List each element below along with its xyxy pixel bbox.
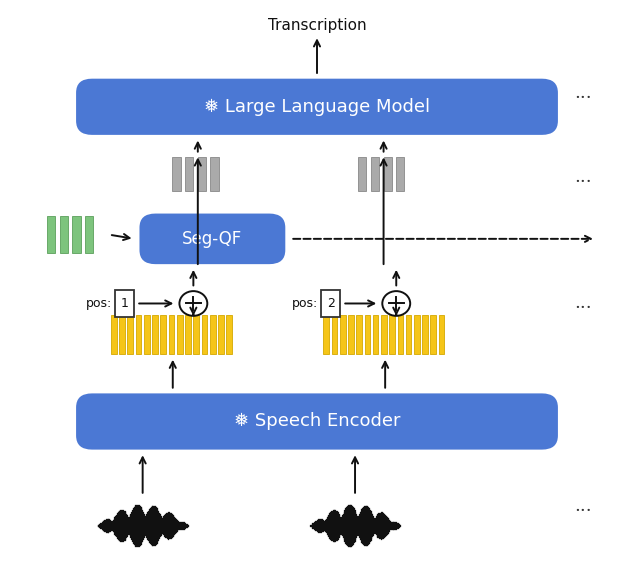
Bar: [210, 315, 216, 354]
Bar: [72, 216, 81, 253]
Bar: [356, 315, 362, 354]
Bar: [111, 315, 117, 354]
Bar: [323, 315, 329, 354]
Bar: [439, 315, 444, 354]
Text: ...: ...: [574, 168, 592, 186]
Bar: [119, 315, 125, 354]
Bar: [381, 315, 387, 354]
Bar: [373, 315, 378, 354]
Bar: [169, 315, 174, 354]
Bar: [198, 157, 206, 191]
Text: pos:: pos:: [86, 297, 112, 310]
Bar: [348, 315, 354, 354]
FancyBboxPatch shape: [76, 393, 558, 450]
Bar: [127, 315, 133, 354]
Text: ...: ...: [574, 84, 592, 102]
Text: ❅ Speech Encoder: ❅ Speech Encoder: [234, 413, 400, 430]
Bar: [185, 315, 191, 354]
FancyBboxPatch shape: [139, 214, 285, 264]
Bar: [218, 315, 224, 354]
FancyBboxPatch shape: [115, 290, 134, 317]
Bar: [430, 315, 436, 354]
Bar: [202, 315, 207, 354]
Bar: [185, 157, 193, 191]
Text: Transcription: Transcription: [268, 18, 366, 33]
Bar: [226, 315, 232, 354]
Bar: [371, 157, 379, 191]
Bar: [144, 315, 150, 354]
Text: ...: ...: [574, 294, 592, 312]
Text: 2: 2: [327, 297, 335, 310]
Bar: [414, 315, 420, 354]
Bar: [389, 315, 395, 354]
Text: ...: ...: [574, 497, 592, 515]
Bar: [152, 315, 158, 354]
Bar: [60, 216, 68, 253]
FancyBboxPatch shape: [76, 79, 558, 135]
Bar: [332, 315, 337, 354]
Bar: [398, 315, 403, 354]
Bar: [396, 157, 404, 191]
Bar: [422, 315, 428, 354]
Bar: [384, 157, 392, 191]
Bar: [358, 157, 366, 191]
Bar: [160, 315, 166, 354]
Text: pos:: pos:: [292, 297, 318, 310]
Bar: [365, 315, 370, 354]
Bar: [177, 315, 183, 354]
FancyBboxPatch shape: [321, 290, 340, 317]
Bar: [47, 216, 55, 253]
Bar: [172, 157, 181, 191]
Bar: [136, 315, 141, 354]
Bar: [210, 157, 219, 191]
Text: Seg-QF: Seg-QF: [182, 230, 243, 248]
Text: ❅ Large Language Model: ❅ Large Language Model: [204, 98, 430, 116]
Text: 1: 1: [121, 297, 129, 310]
Bar: [340, 315, 346, 354]
Bar: [193, 315, 199, 354]
Bar: [406, 315, 411, 354]
Bar: [85, 216, 93, 253]
